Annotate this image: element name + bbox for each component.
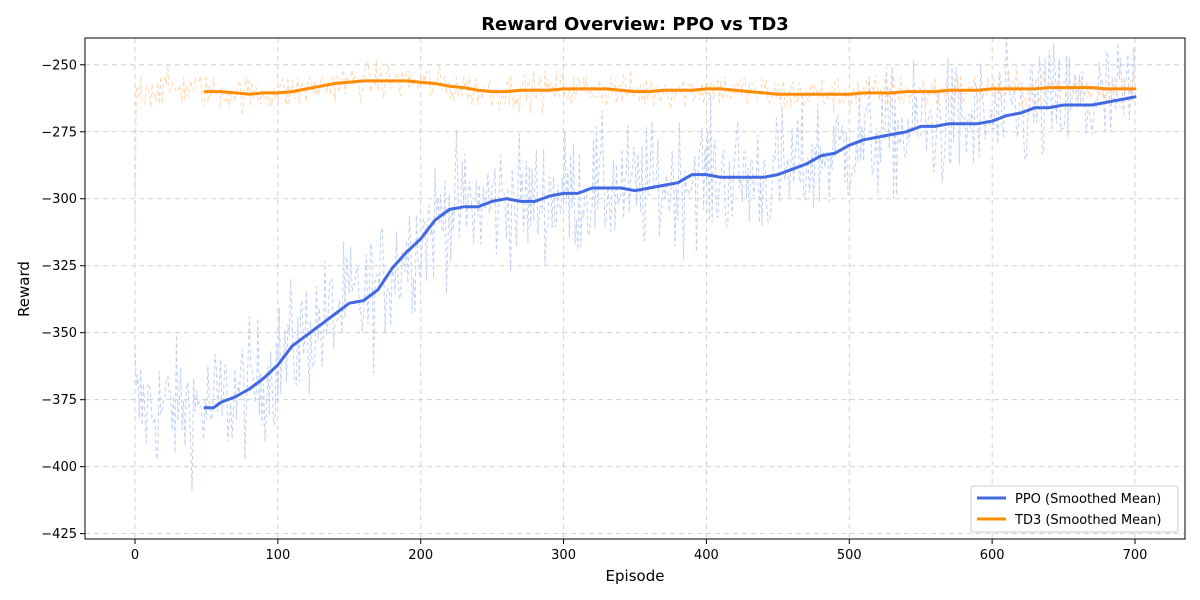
legend: PPO (Smoothed Mean) TD3 (Smoothed Mean) [970,485,1179,533]
x-tick-label: 200 [408,548,433,563]
x-tick-label: 400 [694,548,719,563]
chart-title: Reward Overview: PPO vs TD3 [481,14,789,35]
plot-area-frame [84,37,1186,540]
y-tick-label: −275 [41,125,77,140]
y-tick-label: −350 [41,326,77,341]
legend-label-td3: TD3 (Smoothed Mean) [1014,513,1161,528]
raw-data-layer [134,37,1136,492]
legend-label-ppo: PPO (Smoothed Mean) [1015,492,1161,507]
x-tick-label: 700 [1123,548,1148,563]
x-tick-label: 500 [837,548,862,563]
x-tick-label: 300 [551,548,576,563]
y-tick-label: −325 [41,259,77,274]
x-tick-label: 0 [131,548,139,563]
y-axis-title: Reward [15,261,33,317]
raw-trace-td3 [134,59,1136,239]
x-tick-label: 600 [980,548,1005,563]
grid-layer [85,38,1185,539]
x-tick-label: 100 [265,548,290,563]
raw-trace-ppo [134,37,1136,492]
series-layer [203,79,1137,410]
y-tick-label: −250 [41,58,77,73]
y-tick-label: −425 [41,527,77,542]
y-tick-label: −300 [41,192,77,207]
tick-layer: 0 100 200 300 400 500 600 700 −425 −400 −375 −350 −3… [41,58,1147,563]
series-line-ppo [203,95,1137,410]
legend-box [970,485,1179,533]
y-tick-label: −400 [41,460,77,475]
series-line-td3 [203,79,1137,96]
y-tick-label: −375 [41,393,77,408]
x-axis-title: Episode [606,567,665,585]
